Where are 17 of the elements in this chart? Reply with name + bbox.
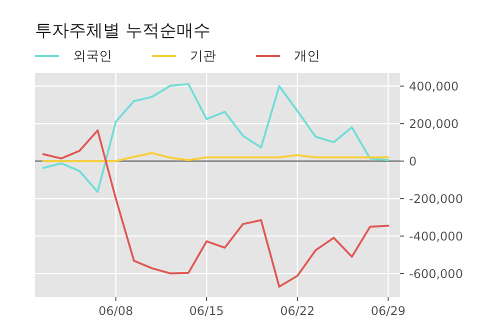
legend-label: 기관 [190, 49, 216, 64]
x-tick-label: 06/15 [189, 304, 224, 318]
chart-title: 투자주체별 누적순매수 [35, 21, 210, 41]
y-tick-label: 400,000 [409, 80, 459, 94]
line-series [42, 83, 390, 193]
line-series [42, 129, 390, 288]
y-tick-label: 0 [409, 154, 417, 169]
x-tick-label: 06/29 [370, 304, 406, 318]
legend-label: 외국인 [73, 49, 112, 64]
y-tick-label: -600,000 [409, 267, 463, 282]
line-series [42, 152, 390, 162]
legend-label: 개인 [294, 49, 320, 64]
x-tick-label: 06/08 [98, 304, 134, 318]
y-tick-label: 200,000 [409, 117, 459, 132]
y-tick-label: -200,000 [409, 192, 463, 206]
y-tick-label: -400,000 [409, 230, 463, 244]
x-tick-label: 06/22 [280, 304, 315, 318]
